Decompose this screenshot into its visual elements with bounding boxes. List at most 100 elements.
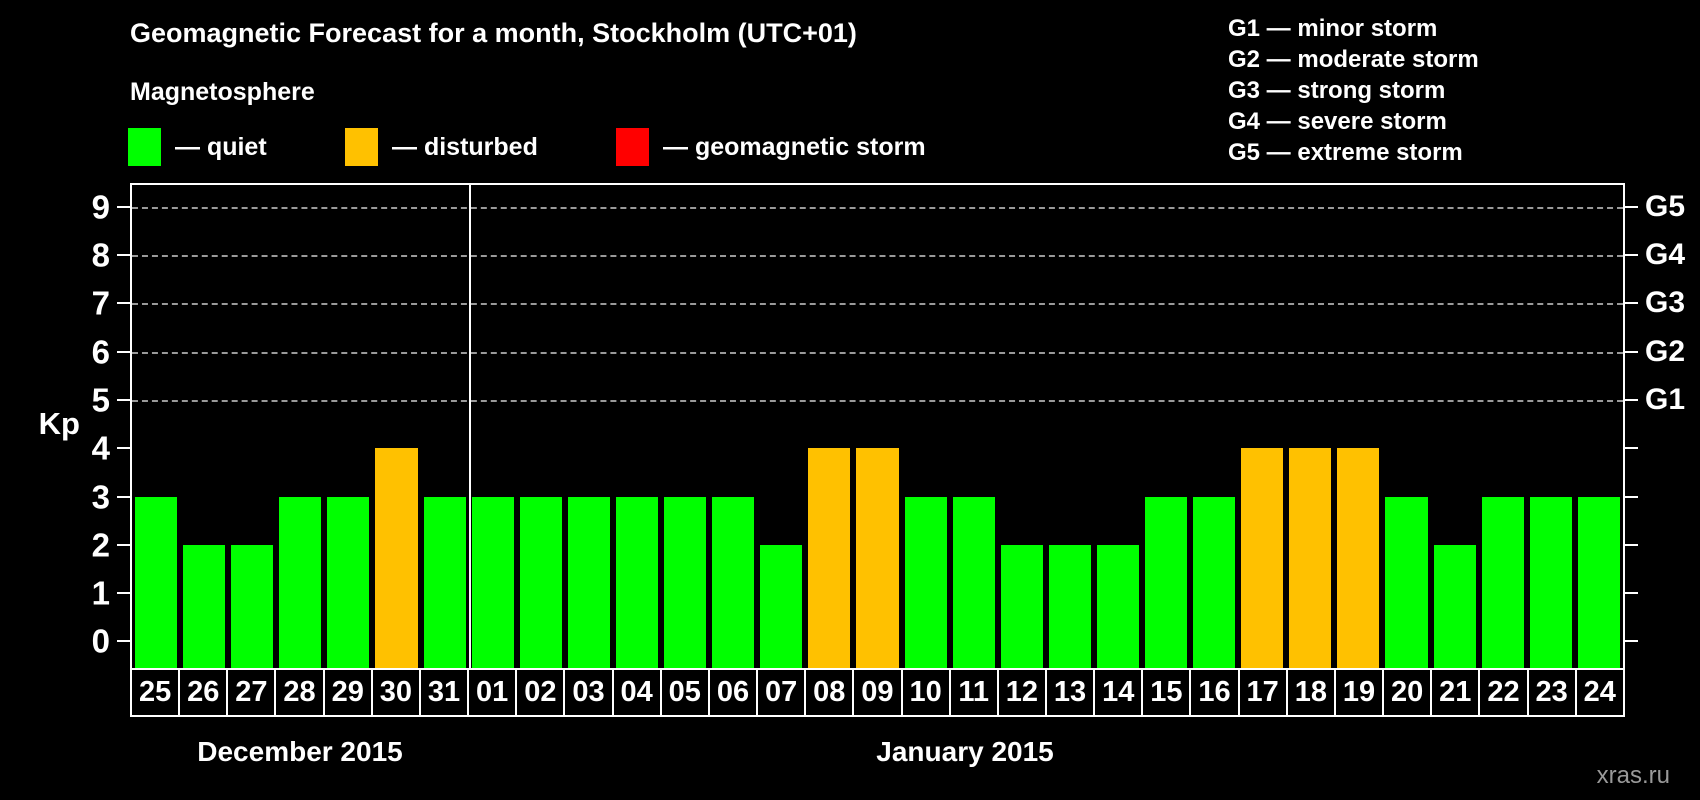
kp-bar-day-12 bbox=[1000, 544, 1043, 668]
day-column-21 bbox=[1431, 185, 1479, 668]
storm-color-swatch bbox=[616, 128, 649, 166]
kp-bar-day-31 bbox=[423, 496, 466, 668]
y-tick-label-8: 8 bbox=[91, 236, 110, 274]
kp-bar-day-13 bbox=[1048, 544, 1091, 668]
date-label-21: 21 bbox=[1430, 668, 1481, 717]
day-column-09 bbox=[853, 185, 901, 668]
kp-bar-day-14 bbox=[1096, 544, 1139, 668]
left-tick-kp-8 bbox=[117, 254, 130, 257]
storm-scale-g2: G2 — moderate storm bbox=[1228, 46, 1479, 73]
kp-bar-day-11 bbox=[952, 496, 995, 668]
storm-scale-g5: G5 — extreme storm bbox=[1228, 139, 1463, 166]
date-label-11: 11 bbox=[948, 668, 999, 717]
day-column-22 bbox=[1479, 185, 1527, 668]
kp-bar-day-27 bbox=[231, 544, 274, 668]
legend-item-geomagnetic-storm: — geomagnetic storm bbox=[616, 126, 926, 168]
month-label-december: December 2015 bbox=[197, 736, 403, 767]
kp-bar-day-22 bbox=[1481, 496, 1524, 668]
y-tick-label-7: 7 bbox=[91, 284, 110, 322]
date-label-19: 19 bbox=[1333, 668, 1385, 717]
date-label-14: 14 bbox=[1093, 668, 1144, 717]
date-label-16: 16 bbox=[1189, 668, 1240, 717]
kp-bar-day-10 bbox=[904, 496, 947, 668]
magnetosphere-label: Magnetosphere bbox=[130, 78, 315, 106]
right-tick-kp-6 bbox=[1625, 350, 1638, 353]
day-column-07 bbox=[757, 185, 805, 668]
date-label-18: 18 bbox=[1285, 668, 1336, 717]
kp-bar-day-08 bbox=[808, 448, 851, 668]
storm-scale-g4: G4 — severe storm bbox=[1228, 108, 1447, 135]
kp-bar-day-04 bbox=[615, 496, 659, 668]
day-column-02 bbox=[517, 185, 565, 668]
left-tick-kp-2 bbox=[117, 543, 130, 546]
left-tick-kp-1 bbox=[117, 592, 130, 595]
date-label-10: 10 bbox=[900, 668, 951, 717]
kp-bar-day-03 bbox=[567, 496, 610, 668]
kp-bar-day-06 bbox=[712, 496, 755, 668]
day-column-01 bbox=[469, 185, 517, 668]
watermark: xras.ru bbox=[1596, 762, 1670, 789]
right-tick-kp-1 bbox=[1625, 592, 1638, 595]
legend-item-label: — disturbed bbox=[392, 132, 538, 161]
gridline-kp-9 bbox=[132, 206, 1623, 209]
kp-bar-day-09 bbox=[856, 448, 899, 668]
day-column-08 bbox=[805, 185, 853, 668]
day-column-18 bbox=[1286, 185, 1334, 668]
day-column-26 bbox=[180, 185, 228, 668]
day-column-24 bbox=[1575, 185, 1623, 668]
right-tick-kp-7 bbox=[1625, 302, 1638, 305]
day-column-10 bbox=[902, 185, 950, 668]
date-label-23: 23 bbox=[1526, 668, 1577, 717]
y-tick-label-2: 2 bbox=[91, 526, 110, 564]
kp-bar-day-30 bbox=[375, 448, 418, 668]
kp-bar-day-23 bbox=[1529, 496, 1572, 668]
kp-bar-day-07 bbox=[760, 544, 803, 668]
g-scale-label-G5: G5 bbox=[1645, 189, 1686, 223]
kp-bar-day-25 bbox=[135, 496, 178, 668]
day-column-30 bbox=[372, 185, 420, 668]
day-column-06 bbox=[709, 185, 757, 668]
gridline-kp-8 bbox=[132, 255, 1623, 258]
date-axis: 25 26 27 28 29 30 31 01 02 03 04 05 06 07 08 09 10 11 12 13… bbox=[130, 668, 1625, 717]
left-tick-kp-0 bbox=[117, 640, 130, 643]
y-tick-label-0: 0 bbox=[91, 622, 110, 660]
kp-bar-day-01 bbox=[471, 496, 514, 668]
date-label-03: 03 bbox=[563, 668, 614, 717]
kp-bar-day-26 bbox=[183, 544, 226, 668]
plot-area: 0 1 2 3 4 5 G1 6 G2 7 G3 8 G4 9 G5 Kp bbox=[39, 183, 1685, 670]
kp-bar-day-17 bbox=[1241, 448, 1284, 668]
day-column-25 bbox=[132, 185, 180, 668]
date-label-09: 09 bbox=[852, 668, 903, 717]
kp-bar-day-21 bbox=[1433, 544, 1476, 668]
kp-bar-day-28 bbox=[279, 496, 322, 668]
gridline-kp-7 bbox=[132, 303, 1623, 306]
day-column-31 bbox=[421, 185, 469, 668]
kp-bars bbox=[132, 185, 1623, 668]
date-label-15: 15 bbox=[1141, 668, 1192, 717]
y-tick-label-3: 3 bbox=[91, 478, 110, 516]
kp-bar-day-19 bbox=[1337, 448, 1380, 668]
kp-bar-day-18 bbox=[1289, 448, 1332, 668]
legend-item-quiet: — quiet bbox=[128, 126, 267, 168]
month-label-january: January 2015 bbox=[876, 736, 1054, 767]
date-label-08: 08 bbox=[804, 668, 855, 717]
date-label-05: 05 bbox=[659, 668, 710, 717]
date-label-13: 13 bbox=[1044, 668, 1096, 717]
legend-item-label: — geomagnetic storm bbox=[663, 132, 926, 161]
date-label-12: 12 bbox=[996, 668, 1047, 717]
day-column-13 bbox=[1046, 185, 1094, 668]
left-tick-kp-4 bbox=[117, 447, 130, 450]
right-tick-kp-8 bbox=[1625, 254, 1638, 257]
day-column-03 bbox=[565, 185, 613, 668]
date-label-25: 25 bbox=[130, 668, 181, 717]
legend-item-label: — quiet bbox=[175, 132, 267, 161]
right-tick-kp-5 bbox=[1625, 398, 1638, 401]
day-column-16 bbox=[1190, 185, 1238, 668]
month-separator-line bbox=[468, 185, 471, 668]
y-tick-label-5: 5 bbox=[91, 381, 110, 419]
quiet-color-swatch bbox=[128, 128, 161, 166]
left-tick-kp-6 bbox=[117, 350, 130, 353]
right-tick-kp-3 bbox=[1625, 495, 1638, 498]
day-column-14 bbox=[1094, 185, 1142, 668]
day-column-20 bbox=[1382, 185, 1430, 668]
